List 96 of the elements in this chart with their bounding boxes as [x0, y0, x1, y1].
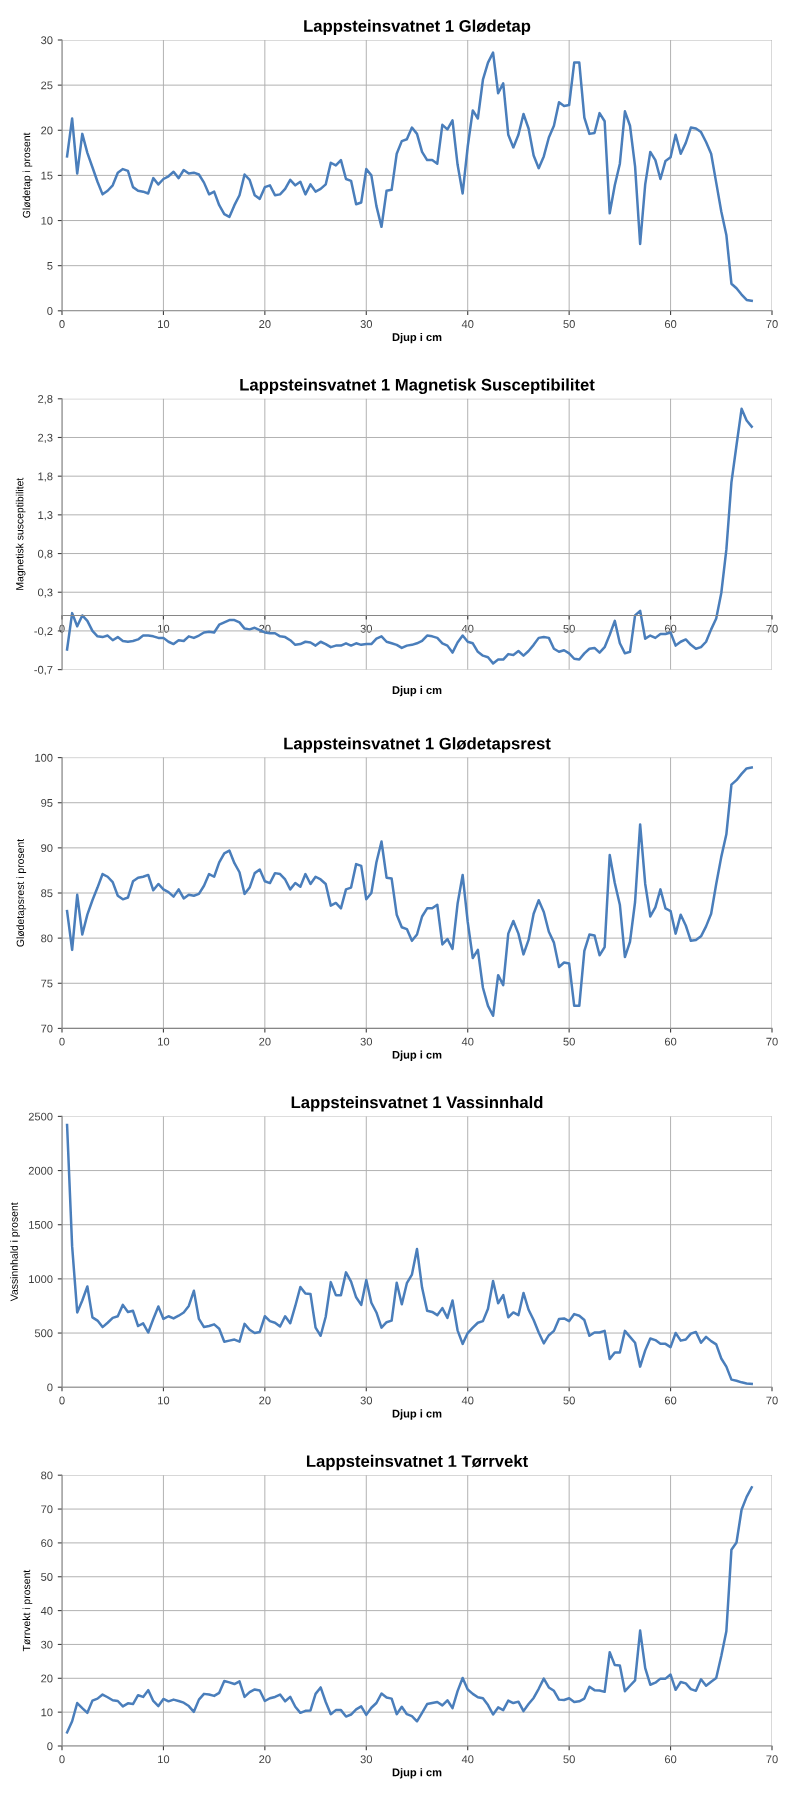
y-tick-label: 70	[41, 1024, 53, 1033]
chart-title: Lappsteinsvatnet 1 Glødetap	[304, 19, 531, 36]
line-series	[65, 1486, 753, 1734]
y-tick-label: 40	[40, 1606, 53, 1615]
y-tick-label: 25	[41, 81, 53, 90]
x-tick-label: 0	[59, 1755, 65, 1764]
x-tick-label: 50	[563, 1037, 575, 1046]
x-tick-label: 20	[259, 1396, 271, 1405]
y-tick-label: 0	[47, 1383, 53, 1392]
y-tick-label: 2,8	[38, 395, 53, 405]
y-tick-label: 500	[34, 1329, 53, 1338]
y-tick-label: 10	[41, 1708, 53, 1717]
x-tick-label: 0	[59, 320, 65, 328]
y-tick-label: 2500	[28, 1112, 53, 1121]
y-tick-label: 0,3	[37, 588, 53, 598]
x-tick-label: 10	[158, 1396, 170, 1405]
y-tick-label: 20	[41, 1674, 53, 1683]
y-tick-label: 0	[47, 1742, 53, 1751]
x-tick-label: 30	[360, 320, 373, 328]
x-tick-label: 30	[360, 1755, 373, 1764]
x-tick-label: 20	[259, 1755, 271, 1764]
x-tick-label: 40	[461, 624, 474, 633]
x-tick-label: 50	[563, 1396, 575, 1405]
x-tick-label: 40	[461, 1755, 474, 1764]
y-tick-label: 80	[41, 934, 53, 943]
x-tick-label: 60	[664, 320, 677, 328]
y-tick-label: 15	[41, 171, 53, 180]
x-tick-label: 70	[766, 1037, 778, 1046]
x-tick-label: 10	[158, 320, 170, 328]
y-tick-label: -0,7	[34, 665, 53, 676]
x-tick-label: 70	[766, 624, 778, 633]
chart-title: Lappsteinsvatnet 1 Tørrvekt	[306, 1454, 528, 1471]
y-tick-label: 30	[41, 36, 53, 45]
x-tick-label: 60	[664, 1037, 677, 1046]
x-axis-title: Djup i cm	[392, 685, 442, 697]
x-tick-label: 0	[59, 624, 65, 633]
x-axis-title: Djup i cm	[392, 332, 442, 344]
x-tick-label: 70	[766, 1396, 778, 1405]
chart-title: Lappsteinsvatnet 1 Magnetisk Susceptibilitet	[240, 378, 595, 394]
x-axis-title: Djup i cm	[392, 1050, 442, 1061]
y-tick-label: 70	[41, 1505, 53, 1514]
y-axis-title: Tørrvekt i prosent	[22, 1569, 33, 1652]
x-tick-label: 20	[259, 1037, 271, 1046]
y-axis-title: Vassinnhald i prosent	[10, 1202, 20, 1302]
x-tick-label: 50	[563, 624, 575, 633]
x-tick-label: 0	[59, 1037, 65, 1046]
y-tick-label: -0,2	[34, 627, 53, 637]
x-tick-label: 40	[461, 320, 474, 328]
y-tick-label: 80	[41, 1471, 53, 1480]
line-series	[65, 51, 753, 303]
y-tick-label: 1,8	[38, 472, 53, 482]
x-tick-label: 40	[461, 1396, 474, 1405]
x-tick-label: 30	[360, 624, 373, 633]
y-axis-title: Magnetisk susceptibilitet	[15, 477, 26, 590]
y-tick-label: 85	[41, 889, 53, 898]
x-tick-label: 60	[664, 1755, 677, 1764]
chart-title: Lappsteinsvatnet 1 Vassinnhald	[291, 1095, 543, 1112]
line-series	[65, 766, 753, 1018]
y-tick-label: 1,3	[38, 511, 53, 521]
y-tick-label: 2000	[28, 1166, 53, 1175]
x-tick-label: 70	[766, 320, 778, 328]
y-tick-label: 50	[41, 1573, 53, 1581]
x-axis-title: Djup i cm	[392, 1409, 442, 1420]
x-tick-label: 60	[664, 624, 677, 633]
line-series	[65, 407, 753, 665]
y-axis-title: Glødetap i prosent	[22, 132, 33, 218]
y-tick-label: 1000	[29, 1275, 53, 1284]
y-tick-label: 75	[41, 979, 53, 988]
x-tick-label: 50	[563, 1755, 575, 1764]
x-tick-label: 30	[360, 1037, 373, 1046]
y-tick-label: 30	[41, 1640, 53, 1649]
x-tick-label: 10	[158, 1755, 170, 1764]
y-tick-label: 5	[47, 262, 53, 270]
y-tick-label: 2,3	[38, 433, 53, 443]
x-tick-label: 0	[59, 1396, 65, 1405]
y-tick-label: 20	[41, 126, 53, 135]
y-tick-label: 10	[41, 216, 53, 225]
y-tick-label: 1500	[29, 1220, 53, 1229]
y-tick-label: 0,8	[37, 549, 53, 559]
chart-title: Lappsteinsvatnet 1 Glødetapsrest	[284, 737, 551, 753]
x-tick-label: 40	[461, 1037, 474, 1046]
x-tick-label: 60	[664, 1396, 677, 1405]
y-axis-title: Glødetapsrest i prosent	[16, 838, 27, 947]
line-series	[65, 1123, 753, 1386]
y-tick-label: 60	[41, 1539, 53, 1548]
y-tick-label: 90	[41, 844, 53, 852]
x-tick-label: 20	[259, 320, 271, 328]
y-tick-label: 100	[35, 753, 53, 762]
x-tick-label: 70	[766, 1755, 778, 1764]
y-tick-label: 95	[41, 799, 53, 807]
x-tick-label: 50	[563, 320, 575, 328]
x-tick-label: 10	[158, 1037, 170, 1046]
x-tick-label: 30	[360, 1396, 373, 1405]
y-tick-label: 0	[47, 307, 53, 315]
x-axis-title: Djup i cm	[392, 1768, 442, 1779]
x-tick-label: 10	[158, 624, 170, 633]
